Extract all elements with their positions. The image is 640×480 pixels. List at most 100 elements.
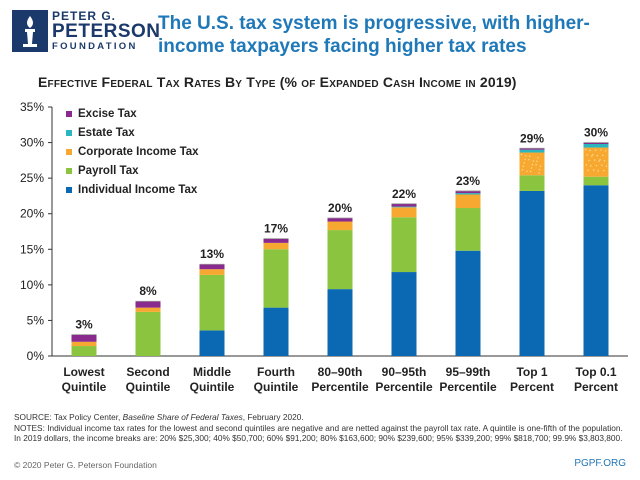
- legend: Excise Tax Estate Tax Corporate Income Tax…: [66, 108, 199, 196]
- total-label: 30%: [584, 126, 608, 140]
- legend-swatch: [66, 111, 72, 117]
- x-tick-label: Quintile: [62, 380, 107, 394]
- x-tick-label: Top 0.1: [575, 365, 616, 379]
- bar-segment-payroll: [519, 175, 545, 191]
- bar-segment-payroll: [199, 274, 225, 331]
- bar-segment-corporate: [135, 307, 161, 312]
- total-label: 3%: [75, 318, 93, 332]
- logo-text: PETER G. PETERSON FOUNDATION: [52, 10, 161, 53]
- bar-texture-dot: [522, 165, 525, 168]
- x-tick-label: Top 1: [516, 365, 547, 379]
- total-label: 22%: [392, 187, 416, 201]
- bar-segment-corporate: [71, 341, 97, 347]
- total-label: 20%: [328, 201, 352, 215]
- bar-segment-corporate: [455, 194, 481, 209]
- stacked-bar-chart: 0% 5% 10% 15% 20% 25% 30% 35% 3% 8% 13% 17% 20% 22% 2…: [20, 100, 628, 394]
- source-title: Baseline Share of Federal Taxes: [122, 412, 243, 422]
- bar-texture-dot: [587, 169, 589, 172]
- bar-segment-individual: [327, 289, 353, 356]
- y-tick-label: 20%: [20, 207, 44, 221]
- y-tick-label: 0%: [27, 349, 45, 363]
- bar-segment-excise: [71, 334, 97, 342]
- bar-texture-dot: [604, 150, 607, 152]
- bar-segment-payroll: [583, 176, 609, 186]
- bar-texture-dot: [594, 149, 597, 152]
- bar-segment-excise: [583, 142, 609, 144]
- legend-label: Excise Tax: [78, 108, 137, 120]
- bar-segment-payroll: [263, 249, 289, 308]
- bar-texture-dot: [526, 170, 528, 173]
- bar-segment-corporate: [327, 221, 353, 231]
- bar-segment-individual: [199, 330, 225, 356]
- x-tick-label: Quintile: [190, 380, 235, 394]
- bar-texture-dot: [599, 158, 601, 161]
- bar-texture-dot: [603, 159, 606, 162]
- bars: [71, 142, 609, 356]
- x-tick-label: Fourth: [257, 365, 295, 379]
- bar-segment-estate: [391, 206, 417, 208]
- bar-segment-payroll: [455, 208, 481, 251]
- bar-texture-dot: [532, 160, 535, 162]
- bar-texture-dot: [597, 170, 599, 172]
- y-tick-label: 10%: [20, 278, 44, 292]
- x-tick-label: Percent: [574, 380, 618, 394]
- bar-segment-corporate: [391, 207, 417, 218]
- bar-segment-individual: [391, 272, 417, 356]
- legend-swatch: [66, 168, 72, 174]
- bar-texture-dot: [598, 160, 600, 162]
- x-tick-label: Lowest: [63, 365, 104, 379]
- bar-segment-payroll: [71, 346, 97, 356]
- bar-texture-dot: [586, 154, 589, 156]
- bar-segment-payroll: [327, 230, 353, 290]
- bar-segment-individual: [455, 250, 481, 356]
- x-tick-label: Percentile: [375, 380, 433, 394]
- notes-text: NOTES: Individual income tax rates for t…: [14, 422, 623, 444]
- site-link[interactable]: PGPF.ORG: [574, 458, 626, 469]
- legend-label: Estate Tax: [78, 127, 135, 139]
- bar-segment-payroll: [391, 217, 417, 273]
- y-tick-label: 35%: [20, 100, 44, 114]
- total-label: 23%: [456, 174, 480, 188]
- total-label: 29%: [520, 131, 544, 145]
- x-tick-label: Percentile: [311, 380, 369, 394]
- x-tick-label: Percentile: [439, 380, 497, 394]
- bar-texture-dot: [530, 167, 533, 169]
- bar-segment-excise: [455, 190, 481, 194]
- bar-texture-dot: [592, 153, 594, 156]
- x-tick-label: Quintile: [126, 380, 171, 394]
- bar-texture-dot: [531, 163, 534, 166]
- bar-texture-dot: [536, 160, 538, 163]
- bar-texture-dot: [593, 159, 596, 161]
- bar-segment-corporate: [199, 269, 225, 275]
- x-tick-label: Middle: [193, 365, 231, 379]
- bar-texture-dot: [588, 159, 590, 162]
- legend-label: Corporate Income Tax: [78, 146, 199, 158]
- chart-title: Effective Federal Tax Rates By Type (% o…: [38, 74, 517, 90]
- bar-segment-excise: [199, 264, 225, 270]
- bar-segment-excise: [391, 203, 417, 207]
- x-tick-label: 95–99th: [446, 365, 491, 379]
- total-label: 13%: [200, 247, 224, 261]
- x-tick-label: Percent: [510, 380, 554, 394]
- bar-texture-dot: [535, 163, 537, 166]
- source-suffix: , February 2020.: [242, 412, 304, 422]
- legend-label: Payroll Tax: [78, 165, 139, 177]
- bar-texture-dot: [584, 148, 587, 151]
- bar-texture-dot: [592, 169, 595, 171]
- bar-texture-dot: [523, 162, 525, 164]
- bar-segment-excise: [519, 148, 545, 150]
- pgpf-logo: PETER G. PETERSON FOUNDATION: [12, 10, 160, 54]
- source-line: SOURCE: Tax Policy Center, Baseline Shar…: [14, 412, 628, 423]
- x-tick-label: Second: [126, 365, 169, 379]
- legend-swatch: [66, 149, 72, 155]
- logo-line-3: FOUNDATION: [52, 41, 138, 52]
- bar-segment-individual: [263, 307, 289, 356]
- headline: The U.S. tax system is progressive, with…: [158, 13, 590, 57]
- bar-texture-dot: [528, 158, 530, 161]
- total-label: 8%: [139, 284, 157, 298]
- bar-segment-corporate: [583, 147, 609, 177]
- x-axis: LowestQuintileSecondQuintileMiddleQuinti…: [62, 365, 618, 394]
- x-tick-label: 90–95th: [382, 365, 427, 379]
- bar-segment-estate: [519, 149, 545, 153]
- bar-segment-payroll: [135, 311, 161, 356]
